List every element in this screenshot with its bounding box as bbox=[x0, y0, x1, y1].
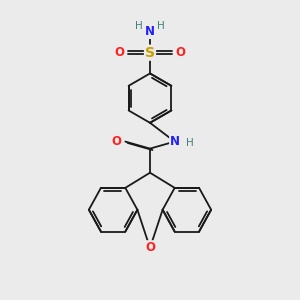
Text: N: N bbox=[145, 26, 155, 38]
Text: H: H bbox=[187, 138, 194, 148]
Text: H: H bbox=[136, 21, 143, 31]
Text: O: O bbox=[145, 242, 155, 254]
Text: N: N bbox=[170, 135, 180, 148]
Text: S: S bbox=[145, 46, 155, 60]
Text: H: H bbox=[157, 21, 164, 31]
Text: O: O bbox=[111, 135, 121, 148]
Text: O: O bbox=[115, 46, 125, 59]
Text: O: O bbox=[175, 46, 185, 59]
